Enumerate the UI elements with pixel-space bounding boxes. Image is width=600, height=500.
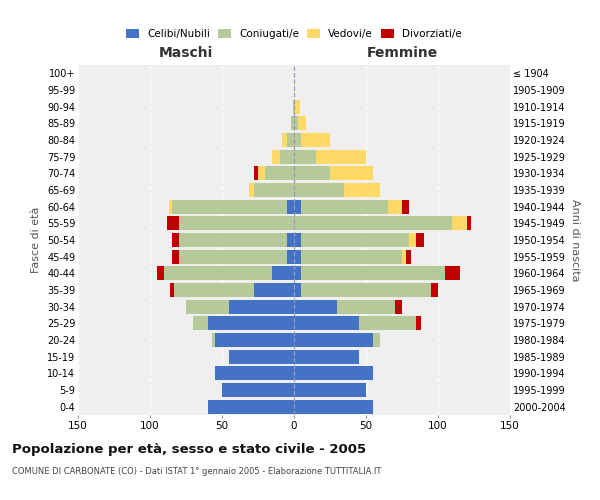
Bar [294,283,301,297]
Bar [193,316,208,330]
Bar [395,300,402,314]
Bar [294,166,330,180]
Bar [287,200,294,214]
Bar [294,266,301,280]
Bar [301,283,431,297]
Bar [254,166,258,180]
Bar [416,233,424,247]
Bar [294,116,298,130]
Bar [186,300,229,314]
Bar [359,316,416,330]
Bar [301,200,388,214]
Bar [431,283,438,297]
Y-axis label: Anni di nascita: Anni di nascita [569,198,580,281]
Bar [294,216,452,230]
Bar [254,183,294,197]
Bar [294,83,295,97]
Bar [283,133,287,147]
Bar [164,266,272,280]
Legend: Celibi/Nubili, Coniugati/e, Vedovi/e, Divorziati/e: Celibi/Nubili, Coniugati/e, Vedovi/e, Di… [126,28,462,39]
Text: Popolazione per età, sesso e stato civile - 2005: Popolazione per età, sesso e stato civil… [12,442,366,456]
Bar [293,100,294,114]
Bar [208,400,294,414]
Bar [208,316,294,330]
Bar [294,183,344,197]
Bar [258,166,265,180]
Bar [215,366,294,380]
Bar [294,316,359,330]
Bar [291,116,294,130]
Bar [301,133,330,147]
Bar [445,266,460,280]
Text: COMUNE DI CARBONATE (CO) - Dati ISTAT 1° gennaio 2005 - Elaborazione TUTTITALIA.: COMUNE DI CARBONATE (CO) - Dati ISTAT 1°… [12,468,382,476]
Bar [373,333,380,347]
Bar [172,200,287,214]
Bar [294,366,373,380]
Bar [172,250,179,264]
Bar [172,233,179,247]
Text: Maschi: Maschi [159,46,213,60]
Bar [229,300,294,314]
Bar [254,283,294,297]
Bar [280,150,294,164]
Text: Femmine: Femmine [367,46,437,60]
Bar [157,266,164,280]
Bar [409,233,416,247]
Y-axis label: Fasce di età: Fasce di età [31,207,41,273]
Bar [294,350,359,364]
Bar [294,400,373,414]
Bar [301,266,445,280]
Bar [388,200,402,214]
Bar [170,283,175,297]
Bar [167,216,179,230]
Bar [295,100,300,114]
Bar [229,350,294,364]
Bar [294,150,316,164]
Bar [272,150,280,164]
Bar [402,250,406,264]
Bar [298,116,305,130]
Bar [467,216,471,230]
Bar [179,216,294,230]
Bar [294,300,337,314]
Bar [294,200,301,214]
Bar [169,200,172,214]
Bar [265,166,294,180]
Bar [337,300,395,314]
Bar [416,316,421,330]
Bar [294,133,301,147]
Bar [287,133,294,147]
Bar [402,200,409,214]
Bar [179,250,287,264]
Bar [287,233,294,247]
Bar [287,250,294,264]
Bar [301,250,402,264]
Bar [344,183,380,197]
Bar [179,233,287,247]
Bar [222,383,294,397]
Bar [301,233,409,247]
Bar [294,100,295,114]
Bar [294,383,366,397]
Bar [294,333,373,347]
Bar [250,183,254,197]
Bar [330,166,373,180]
Bar [272,266,294,280]
Bar [316,150,366,164]
Bar [212,333,215,347]
Bar [406,250,410,264]
Bar [294,233,301,247]
Bar [452,216,467,230]
Bar [294,250,301,264]
Bar [215,333,294,347]
Bar [175,283,254,297]
